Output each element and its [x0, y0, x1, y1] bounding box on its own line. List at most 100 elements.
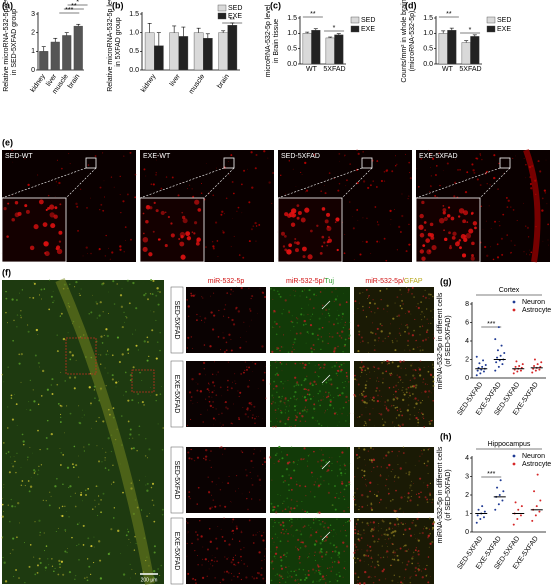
- speck: [342, 381, 344, 383]
- speck: [288, 461, 291, 464]
- speck: [430, 392, 432, 394]
- speck: [427, 534, 431, 537]
- speck: [325, 536, 328, 539]
- speck: [34, 470, 37, 473]
- speck: [345, 420, 347, 422]
- speck: [368, 418, 371, 421]
- speck: [38, 519, 41, 522]
- speck: [296, 398, 298, 399]
- speck: [344, 338, 347, 341]
- inset-speck: [309, 229, 313, 233]
- speck: [429, 492, 432, 495]
- speck: [156, 159, 157, 161]
- speck: [305, 191, 307, 193]
- speck: [417, 303, 419, 305]
- speck: [423, 482, 425, 484]
- speck: [271, 518, 273, 521]
- speck: [9, 552, 11, 554]
- speck: [240, 337, 241, 339]
- speck: [88, 312, 91, 315]
- speck: [125, 316, 127, 318]
- speck: [197, 383, 199, 385]
- speck: [409, 576, 411, 578]
- speck: [305, 576, 308, 580]
- speck: [364, 464, 366, 466]
- speck: [356, 487, 359, 490]
- speck: [308, 556, 310, 558]
- speck: [413, 483, 415, 484]
- speck: [190, 292, 192, 295]
- speck: [7, 504, 9, 506]
- speck: [416, 538, 418, 540]
- speck: [359, 366, 362, 369]
- speck: [388, 492, 390, 495]
- speck: [336, 318, 338, 320]
- speck: [417, 553, 420, 556]
- speck: [312, 518, 315, 520]
- speck: [273, 380, 275, 383]
- speck: [332, 550, 334, 553]
- speck: [327, 342, 329, 345]
- speck: [312, 476, 314, 477]
- roi-box: [65, 337, 97, 375]
- speck: [285, 193, 286, 195]
- speck: [357, 416, 359, 418]
- speck: [248, 491, 251, 493]
- speck: [90, 573, 92, 575]
- speck: [37, 174, 39, 176]
- speck: [196, 389, 199, 392]
- legend-label: EXE: [497, 26, 511, 33]
- speck: [295, 317, 298, 319]
- speck: [213, 385, 216, 387]
- speck: [316, 420, 319, 422]
- speck: [32, 296, 35, 299]
- speck: [409, 487, 411, 489]
- speck: [216, 167, 218, 169]
- speck: [430, 322, 432, 325]
- speck: [187, 305, 190, 308]
- x-tick-label: WT: [442, 66, 454, 73]
- speck: [97, 460, 101, 463]
- speck: [419, 325, 421, 328]
- speck: [418, 460, 420, 462]
- speck: [216, 560, 218, 562]
- y-tick-label: 0.0: [129, 67, 139, 74]
- inset-speck: [186, 236, 192, 241]
- speck: [394, 165, 397, 167]
- speck: [251, 295, 254, 298]
- speck: [398, 389, 399, 390]
- speck: [430, 185, 432, 187]
- speck: [103, 334, 105, 337]
- inset-speck: [170, 233, 175, 238]
- speck: [338, 468, 342, 471]
- speck: [293, 469, 296, 472]
- inset-speck: [466, 221, 469, 224]
- arrow: [321, 531, 331, 541]
- speck: [389, 500, 392, 502]
- speck: [223, 571, 226, 573]
- speck: [343, 386, 345, 389]
- speck: [230, 246, 232, 248]
- speck: [190, 396, 193, 398]
- speck: [355, 545, 358, 548]
- arrow: [321, 300, 331, 310]
- data-point: [519, 369, 522, 372]
- speck: [334, 298, 337, 301]
- micrograph-background: [186, 361, 266, 427]
- speck: [150, 279, 153, 281]
- speck: [222, 332, 224, 334]
- speck: [126, 193, 129, 196]
- speck: [400, 522, 403, 524]
- speck: [337, 394, 340, 397]
- speck: [421, 310, 423, 313]
- speck: [380, 299, 382, 301]
- speck: [246, 565, 248, 567]
- speck: [356, 457, 359, 460]
- speck: [247, 385, 250, 388]
- speck: [370, 397, 371, 399]
- speck: [279, 579, 280, 580]
- speck: [258, 224, 261, 226]
- speck: [370, 311, 373, 313]
- speck: [250, 298, 252, 300]
- speck: [387, 475, 389, 477]
